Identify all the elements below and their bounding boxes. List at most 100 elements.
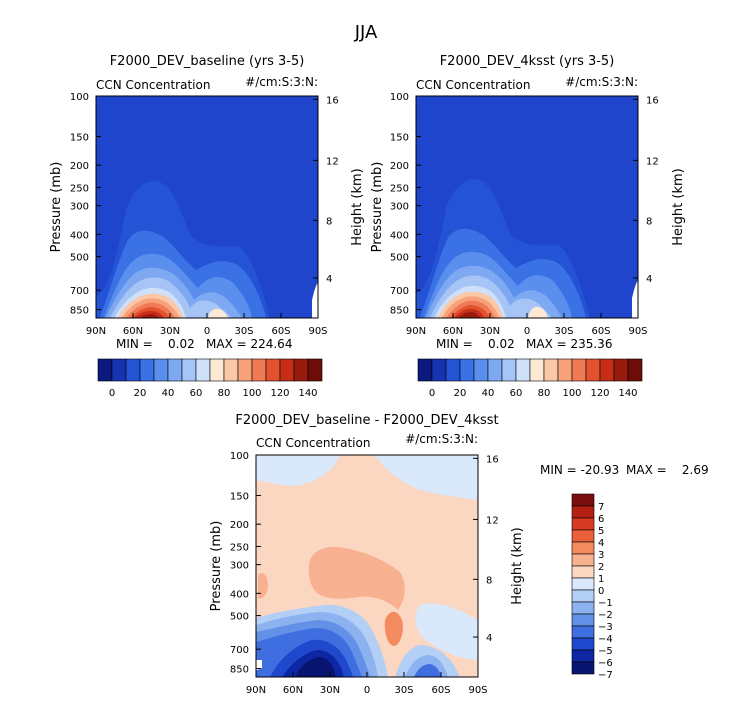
x-tick-label: 90S bbox=[628, 326, 647, 337]
y-tick-label: 850 bbox=[390, 306, 409, 317]
y-tick-label: 700 bbox=[70, 286, 89, 297]
y-right-tick-label: 16 bbox=[326, 95, 339, 106]
colorbar-swatch bbox=[585, 358, 601, 382]
colorbar-tick-label: −2 bbox=[598, 610, 613, 621]
colorbar-swatch bbox=[571, 493, 595, 507]
x-tick-label: 90N bbox=[86, 326, 106, 337]
max-label: MAX = 224.64 bbox=[206, 337, 292, 351]
y-right-tick-label: 12 bbox=[486, 515, 499, 526]
colorbar-swatch bbox=[97, 358, 113, 382]
y-tick-label: 500 bbox=[230, 612, 249, 623]
panel-baseline: F2000_DEV_baseline (yrs 3-5) CCN Concent… bbox=[49, 54, 365, 399]
colorbar-swatch bbox=[223, 358, 239, 382]
colorbar: 0 20 40 60 80 100 120 140 bbox=[417, 358, 643, 399]
panel-difference: F2000_DEV_baseline - F2000_DEV_4ksst CCN… bbox=[209, 413, 709, 696]
x-tick-label: 0 bbox=[204, 326, 210, 337]
colorbar-swatch bbox=[571, 637, 595, 651]
colorbar-tick-label: 80 bbox=[538, 388, 551, 399]
colorbar-tick-label: −6 bbox=[598, 658, 613, 669]
colorbar-swatch bbox=[571, 565, 595, 579]
colorbar-swatch bbox=[571, 625, 595, 639]
contour-level bbox=[258, 573, 268, 599]
contour-field bbox=[416, 96, 638, 318]
y-tick-label: 300 bbox=[390, 202, 409, 213]
y-tick-label: 200 bbox=[70, 161, 89, 172]
colorbar-swatch bbox=[571, 613, 595, 627]
x-tick-label: 60N bbox=[283, 685, 303, 696]
y-right-tick-label: 12 bbox=[646, 156, 659, 167]
y-tick-label: 250 bbox=[230, 542, 249, 553]
y-tick-label: 150 bbox=[230, 491, 249, 502]
missing-data bbox=[312, 282, 318, 318]
colorbar-tick-label: 0 bbox=[598, 586, 604, 597]
colorbar-tick-label: −7 bbox=[598, 670, 613, 681]
colorbar-tick-label: 140 bbox=[618, 388, 637, 399]
colorbar-swatch bbox=[571, 601, 595, 615]
colorbar-swatch bbox=[459, 358, 475, 382]
colorbar-swatch bbox=[237, 358, 253, 382]
contour-level bbox=[256, 530, 302, 588]
colorbar-swatch bbox=[571, 529, 595, 543]
colorbar-tick-label: −5 bbox=[598, 646, 613, 657]
variable-label: CCN Concentration bbox=[256, 436, 370, 450]
y-right-tick-label: 12 bbox=[326, 156, 339, 167]
colorbar-tick-label: 2 bbox=[598, 562, 604, 573]
colorbar-swatch bbox=[473, 358, 489, 382]
colorbar-tick-label: 40 bbox=[482, 388, 495, 399]
colorbar-swatch bbox=[627, 358, 643, 382]
y-axis-label: Pressure (mb) bbox=[209, 521, 224, 612]
colorbar-swatch bbox=[445, 358, 461, 382]
colorbar-swatch bbox=[209, 358, 225, 382]
x-tick-label: 30N bbox=[160, 326, 180, 337]
variable-label: CCN Concentration bbox=[96, 78, 210, 92]
colorbar-tick-label: 120 bbox=[590, 388, 609, 399]
x-tick-label: 60S bbox=[591, 326, 610, 337]
colorbar-swatch bbox=[431, 358, 447, 382]
colorbar-tick-label: 4 bbox=[598, 538, 604, 549]
x-tick-label: 60N bbox=[123, 326, 143, 337]
colorbar-tick-label: 5 bbox=[598, 526, 604, 537]
y-tick-label: 200 bbox=[230, 520, 249, 531]
colorbar-tick-label: 120 bbox=[270, 388, 289, 399]
colorbar-tick-label: −1 bbox=[598, 598, 613, 609]
colorbar-swatch bbox=[613, 358, 629, 382]
min-label: MIN = 0.02 bbox=[116, 337, 195, 351]
colorbar-swatch bbox=[111, 358, 127, 382]
colorbar-swatch bbox=[515, 358, 531, 382]
min-label: MIN = -20.93 bbox=[540, 463, 619, 477]
colorbar-swatch bbox=[501, 358, 517, 382]
y-tick-label: 400 bbox=[230, 589, 249, 600]
colorbar-swatch bbox=[571, 553, 595, 567]
colorbar-tick-label: 20 bbox=[134, 388, 147, 399]
y-tick-label: 300 bbox=[230, 561, 249, 572]
x-tick-label: 30N bbox=[480, 326, 500, 337]
missing-data bbox=[256, 660, 262, 670]
colorbar-tick-label: 140 bbox=[298, 388, 317, 399]
y-tick-label: 700 bbox=[230, 645, 249, 656]
x-tick-label: 90S bbox=[308, 326, 327, 337]
max-label: MAX = 2.69 bbox=[626, 463, 709, 477]
y-right-tick-label: 8 bbox=[646, 216, 652, 227]
colorbar-tick-label: 20 bbox=[454, 388, 467, 399]
colorbar-swatch bbox=[529, 358, 545, 382]
colorbar-swatch bbox=[251, 358, 267, 382]
y-tick-label: 500 bbox=[390, 253, 409, 264]
x-tick-label: 60S bbox=[271, 326, 290, 337]
y-tick-label: 200 bbox=[390, 161, 409, 172]
panel-title: F2000_DEV_baseline - F2000_DEV_4ksst bbox=[235, 413, 498, 428]
colorbar-tick-label: 0 bbox=[429, 388, 435, 399]
x-tick-label: 30S bbox=[234, 326, 253, 337]
figure-title: JJA bbox=[354, 22, 378, 43]
colorbar-tick-label: 0 bbox=[109, 388, 115, 399]
variable-label: CCN Concentration bbox=[416, 78, 530, 92]
y-right-tick-label: 16 bbox=[486, 454, 499, 465]
axes: 90N 60N 30N 0 30S 60S 90S 100 150 200 250 300 400 500… bbox=[390, 92, 659, 337]
colorbar-swatch bbox=[571, 541, 595, 555]
contour-level bbox=[256, 455, 340, 486]
x-tick-label: 90N bbox=[246, 685, 266, 696]
y-tick-label: 100 bbox=[70, 92, 89, 103]
y-axis-right-label: Height (km) bbox=[510, 527, 525, 604]
contour-level bbox=[139, 314, 160, 318]
y-right-tick-label: 8 bbox=[326, 216, 332, 227]
